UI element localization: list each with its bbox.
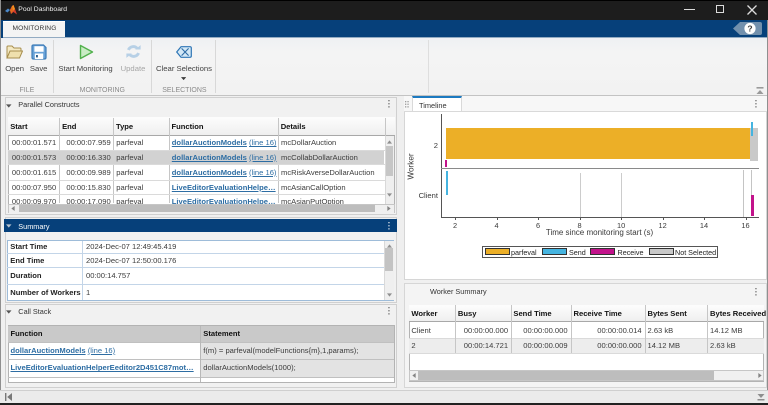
svg-text:?: ? [747,23,752,33]
